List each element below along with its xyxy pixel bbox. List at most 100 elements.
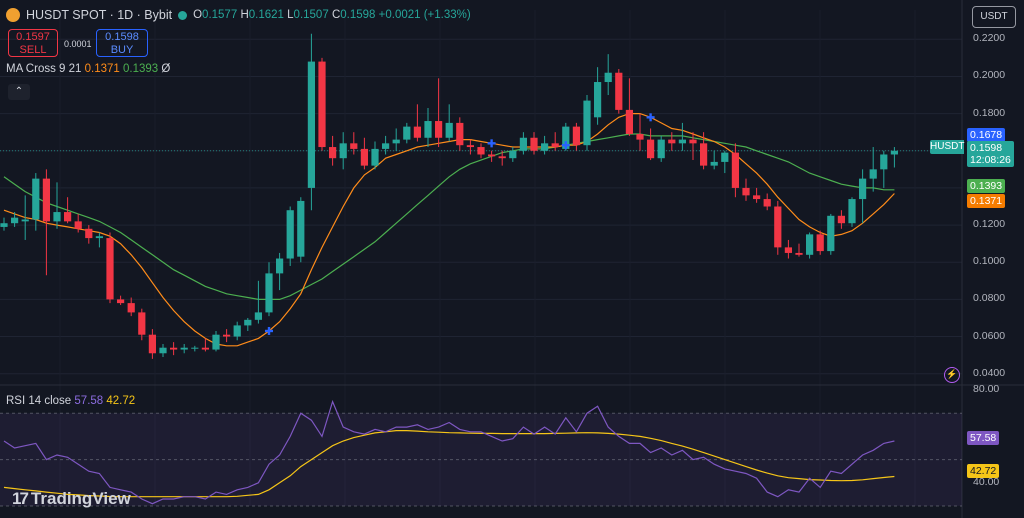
candle-body: [625, 109, 633, 135]
rsi-line: [3, 399, 895, 505]
candle-body: [138, 312, 146, 335]
candle-body: [297, 200, 305, 257]
candle-body: [488, 154, 496, 157]
candle: [64, 197, 72, 224]
candle-body: [53, 212, 61, 222]
candle: [53, 182, 61, 229]
candle-body: [85, 228, 93, 239]
candle-body: [827, 215, 835, 252]
candle-body: [382, 143, 390, 149]
candle: [254, 280, 262, 324]
candle-body: [477, 147, 485, 155]
ma-cross-legend[interactable]: MA Cross 9 21 0.1371 0.1393 Ø: [6, 63, 170, 75]
candle-body: [657, 139, 665, 159]
candle-body: [519, 137, 527, 151]
candle-body: [42, 178, 50, 222]
candle: [890, 147, 898, 168]
rsi-legend[interactable]: RSI 14 close 57.58 42.72: [6, 395, 135, 407]
tradingview-logo[interactable]: 17 TradingView: [12, 489, 131, 509]
candle: [244, 317, 252, 331]
tradingview-icon: 17: [12, 489, 29, 508]
candle: [148, 329, 156, 359]
candle: [784, 239, 792, 259]
candle: [551, 132, 559, 151]
candle-body: [530, 137, 538, 151]
chart-header: HUSDT SPOT · 1D · Bybit O0.1577 H0.1621 …: [6, 8, 471, 22]
candle: [371, 141, 379, 170]
candle: [201, 338, 209, 352]
rsi-ma-tag: 42.72: [967, 464, 1000, 478]
cross-marker-icon: [646, 113, 655, 122]
candle-body: [74, 221, 82, 229]
ma21-line: [3, 133, 895, 300]
candle: [106, 232, 114, 304]
candle-body: [403, 126, 411, 140]
candle: [0, 217, 8, 231]
candle-body: [594, 82, 602, 118]
price-tick-label: 0.0600: [973, 329, 1006, 342]
ohlc-values: O0.1577 H0.1621 L0.1507 C0.1598 +0.0021 …: [193, 9, 471, 21]
candle-body: [0, 223, 8, 227]
cross-signals: [265, 113, 655, 335]
candle: [869, 147, 877, 192]
candle: [604, 54, 612, 96]
candle: [297, 197, 305, 263]
rsi-pane[interactable]: [0, 399, 962, 507]
candle: [678, 122, 686, 151]
candle: [360, 137, 368, 170]
candle-body: [95, 236, 103, 239]
candle: [710, 150, 718, 170]
candle-body: [806, 234, 814, 255]
candle-body: [339, 143, 347, 159]
candle-body: [307, 61, 315, 188]
candle: [859, 169, 867, 224]
price-tick-label: 0.0800: [973, 292, 1006, 305]
chevron-up-icon[interactable]: ⌃: [8, 84, 30, 100]
candle-body: [244, 319, 252, 326]
candle-body: [254, 312, 262, 320]
candle-body: [233, 325, 241, 337]
lightning-icon[interactable]: ⚡: [944, 367, 960, 383]
candle-body: [21, 219, 29, 222]
candle: [466, 139, 474, 155]
candle-body: [562, 126, 570, 149]
symbol-title[interactable]: HUSDT SPOT · 1D · Bybit: [26, 8, 173, 22]
price-tick-label: 0.1800: [973, 106, 1006, 119]
buy-button[interactable]: 0.1598 BUY: [96, 29, 148, 57]
candle-body: [636, 134, 644, 140]
rsi-name: RSI 14 close: [6, 395, 72, 407]
candle: [445, 104, 453, 142]
candle-body: [180, 347, 188, 350]
candle: [753, 187, 761, 203]
candle: [117, 295, 125, 305]
candle-body: [201, 347, 209, 350]
candle-body: [371, 148, 379, 166]
price-tick-label: 0.2000: [973, 69, 1006, 82]
low-value: 0.1507: [293, 9, 329, 21]
candle-body: [509, 150, 517, 159]
candle: [223, 329, 231, 343]
candle: [519, 132, 527, 155]
candle: [827, 213, 835, 255]
buy-price: 0.1598: [105, 31, 139, 43]
candle-body: [742, 187, 750, 196]
candle: [212, 330, 220, 352]
candle-body: [763, 199, 771, 207]
candle: [435, 78, 443, 148]
candle: [721, 150, 729, 174]
candle-body: [859, 178, 867, 200]
candle: [615, 69, 623, 114]
candle: [95, 232, 103, 248]
sell-button[interactable]: 0.1597 SELL: [8, 29, 58, 57]
candle-body: [753, 195, 761, 200]
candle: [456, 117, 464, 151]
currency-select[interactable]: USDT: [972, 6, 1016, 28]
candle: [689, 132, 697, 161]
candle: [159, 343, 167, 357]
rsi-legend-value: 57.58: [74, 395, 104, 407]
candle-body: [647, 139, 655, 159]
candle: [403, 122, 411, 144]
candle: [329, 135, 337, 166]
